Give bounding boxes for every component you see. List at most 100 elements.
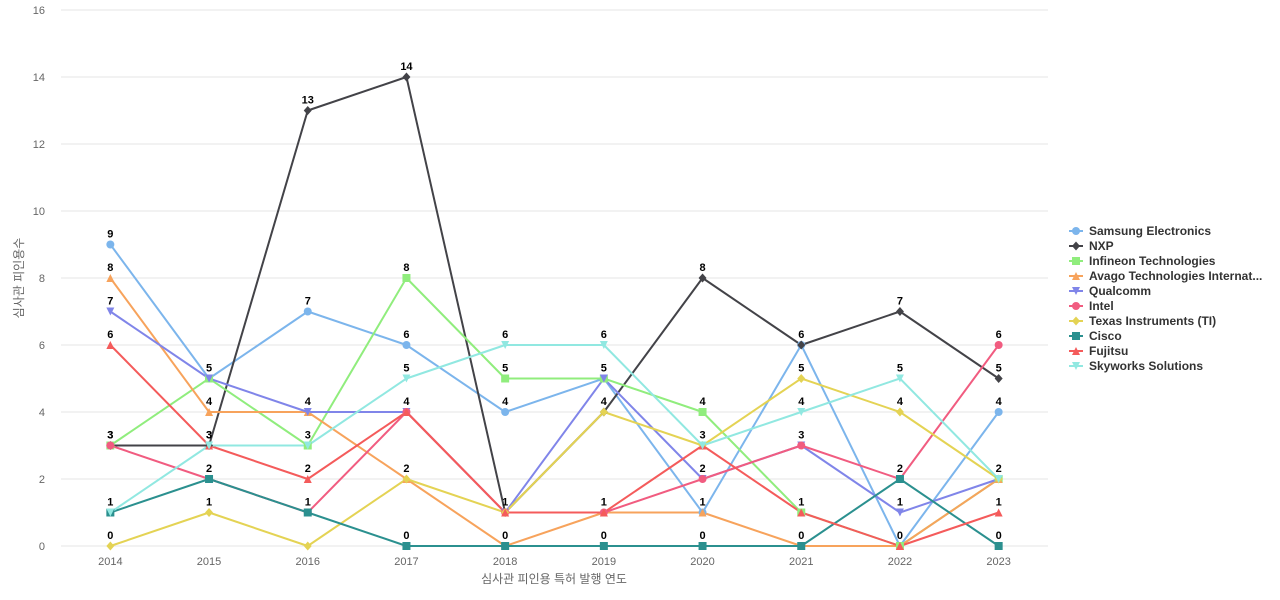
legend-marker[interactable] [1072, 362, 1080, 370]
legend-marker[interactable] [1072, 332, 1080, 340]
legend-marker[interactable] [1072, 302, 1080, 310]
data-point[interactable] [895, 374, 904, 383]
y-tick-label: 8 [39, 273, 45, 285]
data-point[interactable] [106, 240, 115, 249]
data-label: 13 [302, 95, 314, 107]
data-point[interactable] [797, 441, 806, 450]
data-point[interactable] [205, 441, 214, 450]
series-line[interactable] [109, 344, 1000, 514]
data-point[interactable] [402, 542, 411, 550]
data-point[interactable] [797, 408, 806, 416]
data-point[interactable] [402, 408, 411, 416]
data-point[interactable] [994, 341, 1003, 349]
data-point[interactable] [599, 374, 608, 383]
data-point[interactable] [895, 508, 904, 517]
data-point[interactable] [797, 542, 806, 550]
data-point[interactable] [205, 374, 214, 383]
data-label: 8 [107, 262, 113, 274]
data-point[interactable] [698, 542, 707, 550]
data-point[interactable] [698, 408, 707, 416]
data-point[interactable] [599, 508, 608, 517]
data-point[interactable] [994, 542, 1003, 550]
data-point[interactable] [303, 408, 312, 416]
data-point[interactable] [698, 508, 707, 517]
legend-item[interactable]: Intel [1069, 299, 1114, 313]
data-point[interactable] [303, 106, 312, 115]
legend-item[interactable]: Avago Technologies Internat... [1069, 269, 1262, 283]
legend-label: Samsung Electronics [1089, 224, 1211, 238]
legend-item[interactable]: NXP [1069, 239, 1114, 253]
data-point[interactable] [205, 408, 214, 416]
legend-item[interactable]: Skyworks Solutions [1069, 359, 1203, 373]
series-line[interactable] [109, 377, 1000, 547]
legend-item[interactable]: Cisco [1069, 329, 1122, 343]
data-point[interactable] [599, 542, 608, 550]
data-point[interactable] [501, 408, 510, 416]
legend-item[interactable]: Infineon Technologies [1069, 254, 1216, 268]
legend-marker[interactable] [1072, 347, 1080, 355]
data-point[interactable] [402, 374, 411, 383]
data-point[interactable] [106, 307, 115, 316]
legend-item[interactable]: Samsung Electronics [1069, 224, 1211, 238]
legend-marker[interactable] [1072, 257, 1080, 265]
data-point[interactable] [797, 374, 806, 383]
data-label: 6 [996, 329, 1002, 341]
legend-item[interactable]: Texas Instruments (TI) [1069, 314, 1216, 328]
data-point[interactable] [994, 374, 1003, 383]
series-line[interactable] [109, 277, 1000, 547]
data-point[interactable] [402, 72, 411, 82]
data-point[interactable] [303, 508, 312, 517]
data-label: 9 [107, 229, 113, 241]
series-line[interactable] [109, 344, 1000, 547]
x-tick-label: 2019 [592, 556, 616, 568]
data-point[interactable] [501, 341, 510, 349]
data-point[interactable] [994, 508, 1003, 517]
data-point[interactable] [402, 341, 411, 349]
data-label: 3 [305, 430, 311, 442]
data-point[interactable] [698, 475, 707, 483]
data-point[interactable] [501, 508, 510, 517]
data-label: 1 [996, 497, 1002, 509]
legend-marker[interactable] [1072, 241, 1080, 251]
data-point[interactable] [994, 475, 1003, 483]
legend-item[interactable]: Qualcomm [1069, 284, 1151, 298]
data-point[interactable] [501, 542, 510, 550]
data-point[interactable] [599, 407, 608, 417]
data-point[interactable] [895, 307, 904, 316]
data-point[interactable] [698, 441, 707, 450]
legend-marker[interactable] [1072, 272, 1080, 280]
data-point[interactable] [698, 273, 707, 283]
data-point[interactable] [106, 508, 115, 517]
data-point[interactable] [205, 508, 214, 517]
data-point[interactable] [106, 341, 115, 349]
series-line[interactable] [109, 243, 1000, 547]
data-point[interactable] [303, 441, 312, 450]
data-point[interactable] [205, 475, 214, 483]
legend-marker[interactable] [1072, 287, 1080, 295]
data-point[interactable] [895, 542, 904, 550]
data-point[interactable] [402, 274, 411, 282]
data-point[interactable] [106, 274, 115, 282]
data-point[interactable] [994, 408, 1003, 416]
data-point[interactable] [501, 374, 510, 383]
series-line[interactable] [109, 344, 1000, 514]
series-line[interactable] [109, 478, 1000, 547]
legend-marker[interactable] [1072, 227, 1080, 235]
data-point[interactable] [895, 475, 904, 483]
data-point[interactable] [599, 341, 608, 349]
y-tick-label: 14 [33, 72, 45, 84]
legend-marker[interactable] [1072, 316, 1080, 326]
legend-item[interactable]: Fujitsu [1069, 344, 1128, 358]
data-point[interactable] [303, 307, 312, 316]
data-point[interactable] [797, 508, 806, 517]
data-point[interactable] [106, 441, 115, 450]
series-line[interactable] [109, 310, 1000, 514]
data-point[interactable] [106, 541, 115, 551]
data-point[interactable] [303, 475, 312, 483]
data-point[interactable] [303, 541, 312, 551]
data-point[interactable] [797, 340, 806, 350]
data-point[interactable] [895, 407, 904, 417]
x-tick-label: 2020 [690, 556, 714, 568]
data-point[interactable] [402, 474, 411, 484]
